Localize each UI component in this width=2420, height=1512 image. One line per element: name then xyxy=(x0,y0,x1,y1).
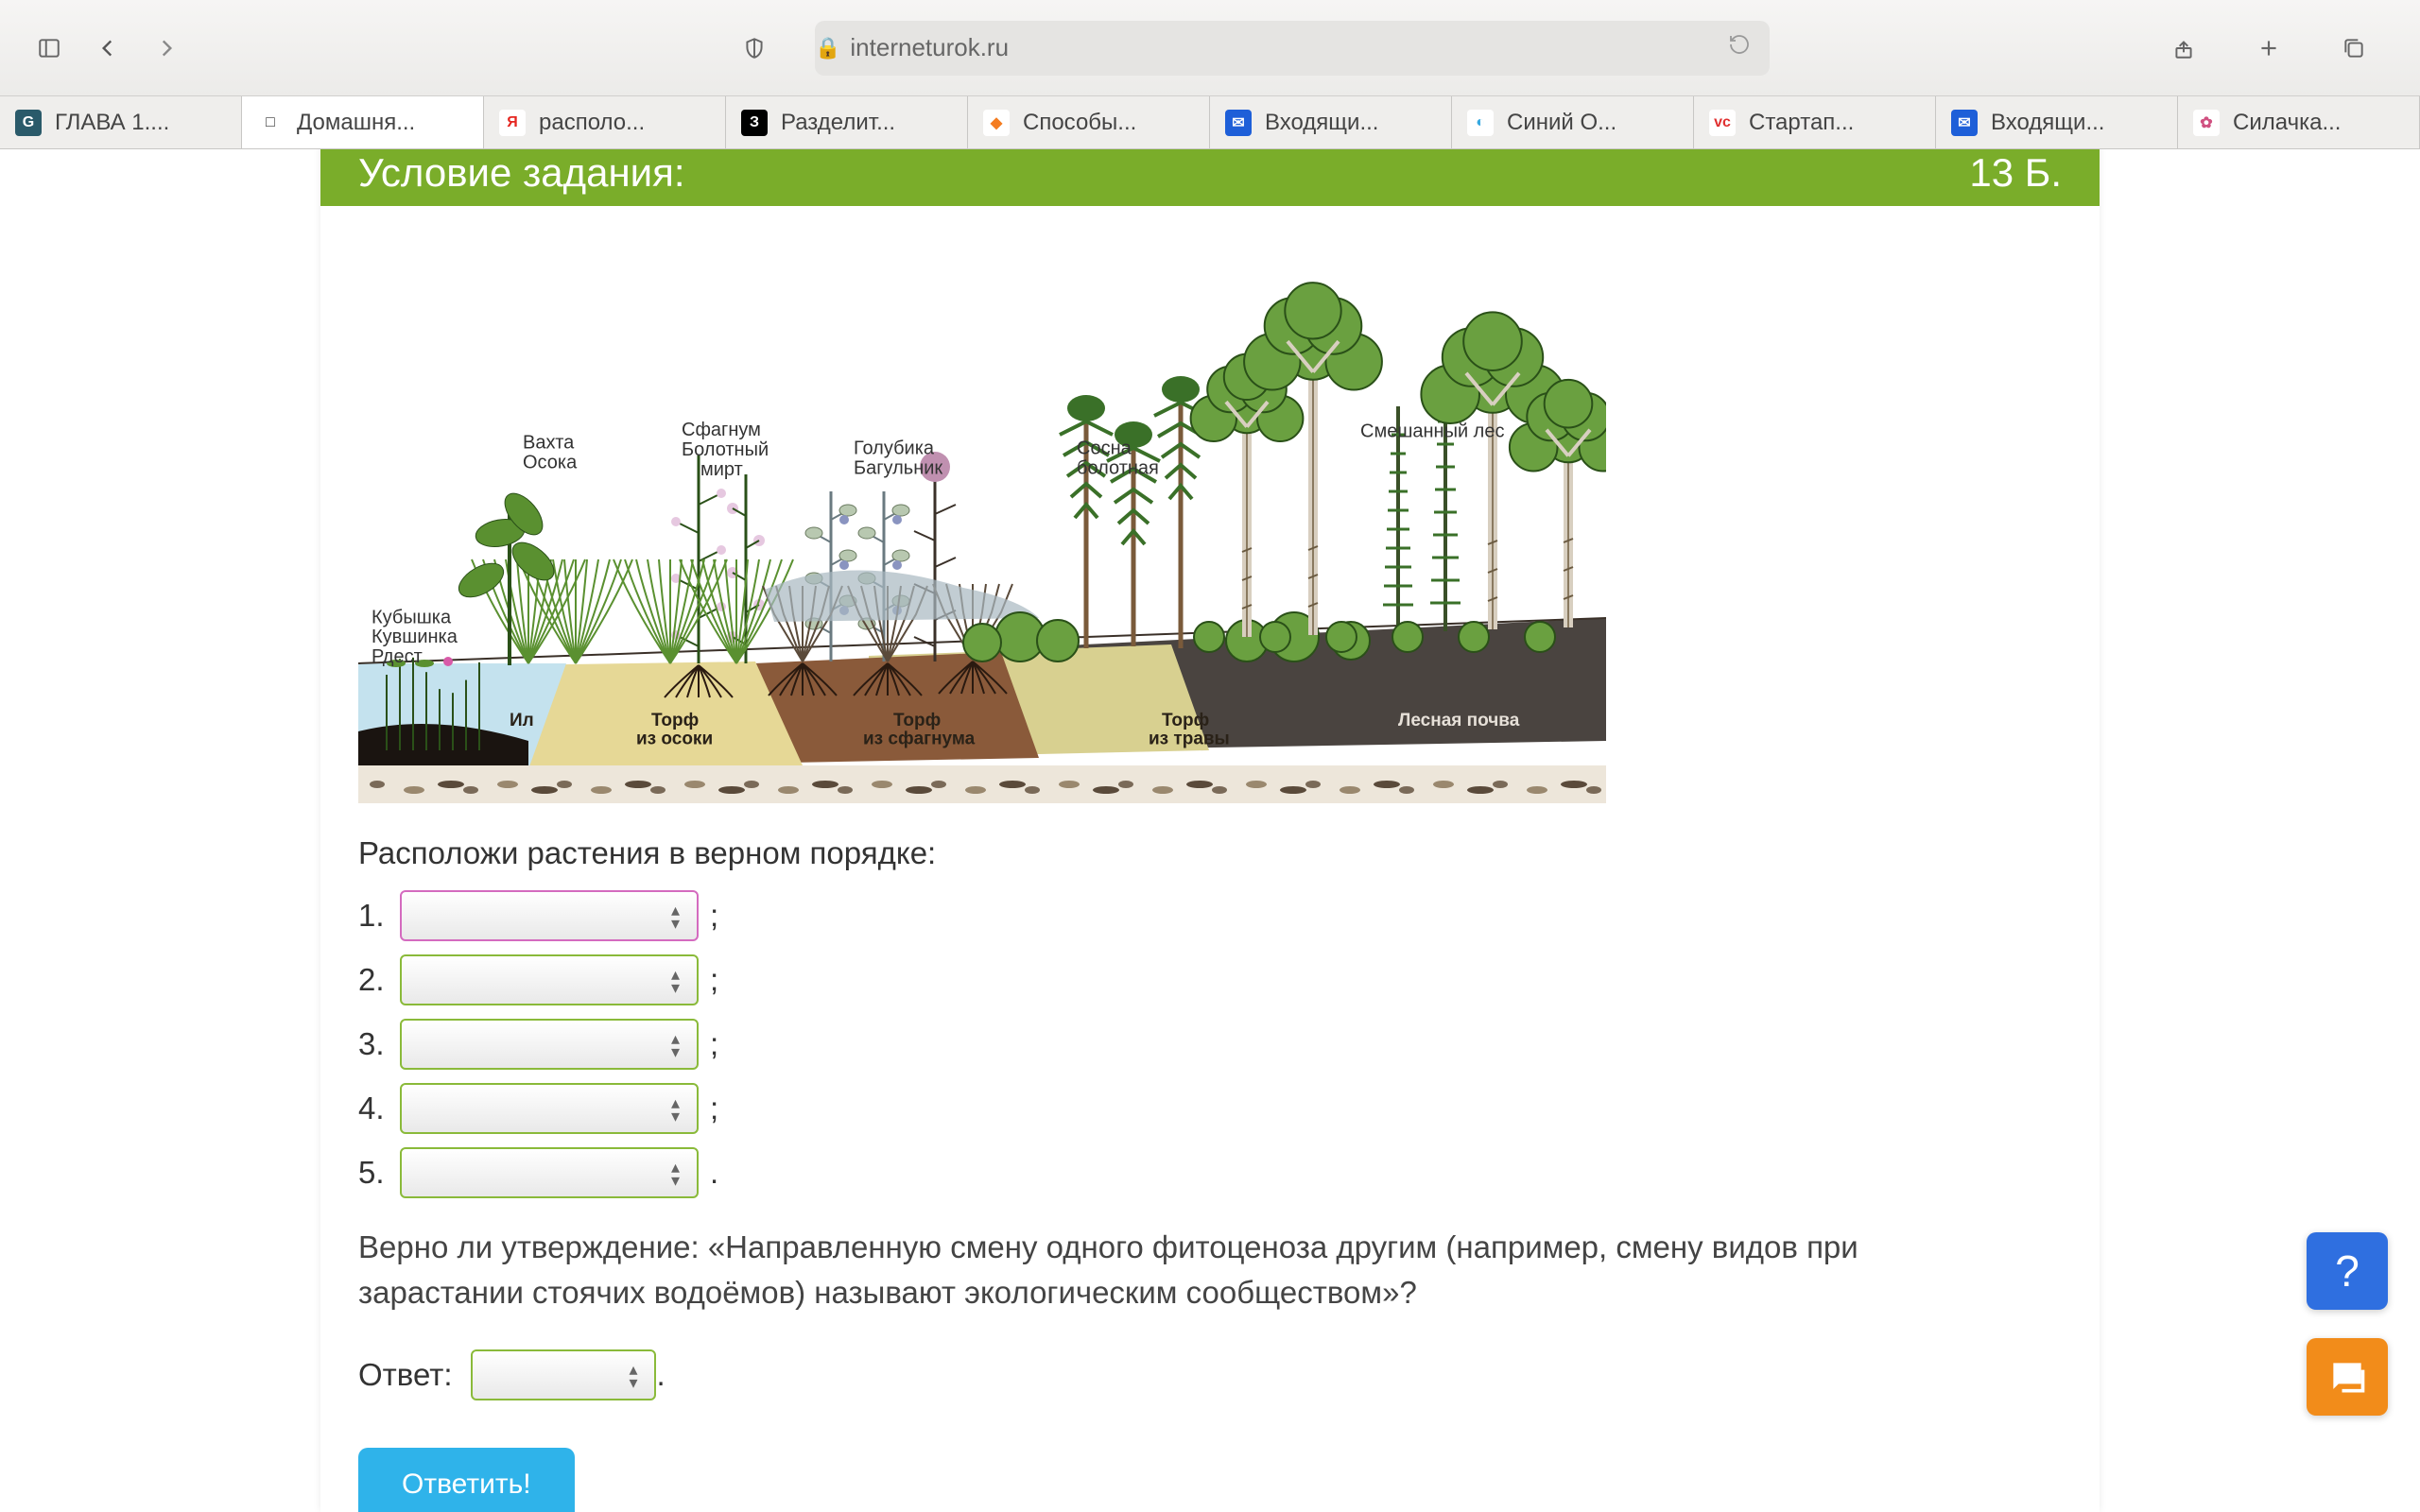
tab-favicon: vc xyxy=(1709,110,1736,136)
svg-text:Болотный: Болотный xyxy=(682,439,769,460)
lock-icon: 🔒 xyxy=(815,36,840,60)
svg-text:Торф: Торф xyxy=(651,711,699,730)
tab-4[interactable]: ◆ Способы... xyxy=(968,96,1210,148)
help-fab[interactable]: ? xyxy=(2307,1232,2388,1310)
answer-sep: . xyxy=(656,1357,665,1393)
item-number: 1. xyxy=(358,898,400,934)
svg-text:Осока: Осока xyxy=(523,452,578,472)
succession-diagram: КубышкаКувшинкаРдест ВахтаОсока СфагнумБол… xyxy=(358,240,1606,803)
tab-5[interactable]: ✉ Входящи... xyxy=(1210,96,1452,148)
chat-fab[interactable] xyxy=(2307,1338,2388,1416)
tab-8[interactable]: ✉ Входящи... xyxy=(1936,96,2178,148)
task-card: Условие задания: 13 Б. КубышкаКувшинкаРд… xyxy=(320,149,2100,1512)
order-item-5: 5.▴▾. xyxy=(358,1147,2062,1198)
tab-3[interactable]: З Разделит... xyxy=(726,96,968,148)
svg-text:Ил: Ил xyxy=(510,711,534,730)
item-sep: ; xyxy=(710,962,718,998)
tab-favicon: □ xyxy=(257,110,284,136)
submit-button[interactable]: Ответить! xyxy=(358,1448,575,1512)
item-select-3[interactable]: ▴▾ xyxy=(400,1019,699,1070)
tab-label: Силачка... xyxy=(2233,110,2341,136)
page-content: Условие задания: 13 Б. КубышкаКувшинкаРд… xyxy=(0,149,2420,1512)
tab-6[interactable]: ◐ Синий О... xyxy=(1452,96,1694,148)
sidebar-toggle-icon[interactable] xyxy=(28,27,70,69)
answer-select[interactable]: ▴▾ xyxy=(471,1349,656,1400)
tab-label: Входящи... xyxy=(1265,110,1378,136)
browser-toolbar: 🔒 interneturok.ru xyxy=(0,0,2420,96)
item-select-5[interactable]: ▴▾ xyxy=(400,1147,699,1198)
tab-label: Способы... xyxy=(1023,110,1136,136)
svg-text:Рдест: Рдест xyxy=(372,646,423,667)
forward-button[interactable] xyxy=(146,27,187,69)
order-item-3: 3.▴▾; xyxy=(358,1019,2062,1070)
tab-favicon: G xyxy=(15,110,42,136)
svg-text:из травы: из травы xyxy=(1149,729,1230,748)
item-sep: ; xyxy=(710,1026,718,1062)
url-bar[interactable]: 🔒 interneturok.ru xyxy=(815,21,1770,76)
share-icon[interactable] xyxy=(2163,27,2204,69)
tab-label: Домашня... xyxy=(297,110,415,136)
item-sep: . xyxy=(710,1155,718,1191)
question-text: Верно ли утверждение: «Направленную смен… xyxy=(358,1225,1909,1315)
svg-text:Сфагнум: Сфагнум xyxy=(682,420,761,440)
svg-text:Торф: Торф xyxy=(1162,711,1209,730)
order-item-2: 2.▴▾; xyxy=(358,954,2062,1005)
svg-text:Сосна: Сосна xyxy=(1077,438,1132,458)
svg-text:Голубика: Голубика xyxy=(854,438,935,458)
item-sep: ; xyxy=(710,898,718,934)
svg-text:Кувшинка: Кувшинка xyxy=(372,627,458,647)
tab-label: Входящи... xyxy=(1991,110,2104,136)
task-header: Условие задания: 13 Б. xyxy=(320,149,2100,206)
item-number: 5. xyxy=(358,1155,400,1191)
tab-favicon: З xyxy=(741,110,768,136)
back-button[interactable] xyxy=(87,27,129,69)
item-select-4[interactable]: ▴▾ xyxy=(400,1083,699,1134)
svg-text:болотная: болотная xyxy=(1077,457,1159,478)
tab-label: ГЛАВА 1.... xyxy=(55,110,169,136)
tab-2[interactable]: Ярасполо... xyxy=(484,96,726,148)
svg-text:из осоки: из осоки xyxy=(636,729,713,748)
svg-text:Лесная почва: Лесная почва xyxy=(1398,711,1520,730)
new-tab-icon[interactable] xyxy=(2248,27,2290,69)
task-header-title: Условие задания: xyxy=(358,150,685,196)
svg-text:Кубышка: Кубышка xyxy=(372,607,452,627)
answer-label: Ответ: xyxy=(358,1357,452,1393)
item-select-2[interactable]: ▴▾ xyxy=(400,954,699,1005)
tab-favicon: ✿ xyxy=(2193,110,2220,136)
svg-text:Вахта: Вахта xyxy=(523,433,575,454)
svg-text:Торф: Торф xyxy=(893,711,941,730)
svg-text:из сфагнума: из сфагнума xyxy=(863,729,976,748)
order-item-1: 1.▴▾; xyxy=(358,890,2062,941)
order-item-4: 4.▴▾; xyxy=(358,1083,2062,1134)
tab-favicon: ✉ xyxy=(1951,110,1978,136)
item-number: 3. xyxy=(358,1026,400,1062)
item-select-1[interactable]: ▴▾ xyxy=(400,890,699,941)
svg-text:Смешанный лес: Смешанный лес xyxy=(1360,421,1504,442)
instruction-text: Расположи растения в верном порядке: xyxy=(358,835,2062,871)
task-header-points: 13 Б. xyxy=(1969,150,2062,196)
tab-9[interactable]: ✿ Силачка... xyxy=(2178,96,2420,148)
url-text: interneturok.ru xyxy=(850,33,1009,62)
tab-strip: G ГЛАВА 1.... □ Домашня... Ярасполо... З Разде… xyxy=(0,96,2420,149)
svg-text:мирт: мирт xyxy=(700,459,743,480)
item-number: 4. xyxy=(358,1091,400,1126)
tab-7[interactable]: vc Стартап... xyxy=(1694,96,1936,148)
tab-label: располо... xyxy=(539,110,645,136)
tab-favicon: ✉ xyxy=(1225,110,1252,136)
tab-favicon: ◆ xyxy=(983,110,1010,136)
tabs-overview-icon[interactable] xyxy=(2333,27,2375,69)
tab-label: Синий О... xyxy=(1507,110,1616,136)
tab-label: Разделит... xyxy=(781,110,895,136)
tab-favicon: ◐ xyxy=(1467,110,1494,136)
item-sep: ; xyxy=(710,1091,718,1126)
svg-text:Багульник: Багульник xyxy=(854,457,942,478)
reload-icon[interactable] xyxy=(1728,33,1751,62)
tab-label: Стартап... xyxy=(1749,110,1854,136)
privacy-shield-icon[interactable] xyxy=(734,27,775,69)
tab-1[interactable]: □ Домашня... xyxy=(242,96,484,148)
item-number: 2. xyxy=(358,962,400,998)
tab-favicon: Я xyxy=(499,110,526,136)
task-body: Расположи растения в верном порядке: 1.▴… xyxy=(320,803,2100,1512)
tab-0[interactable]: G ГЛАВА 1.... xyxy=(0,96,242,148)
